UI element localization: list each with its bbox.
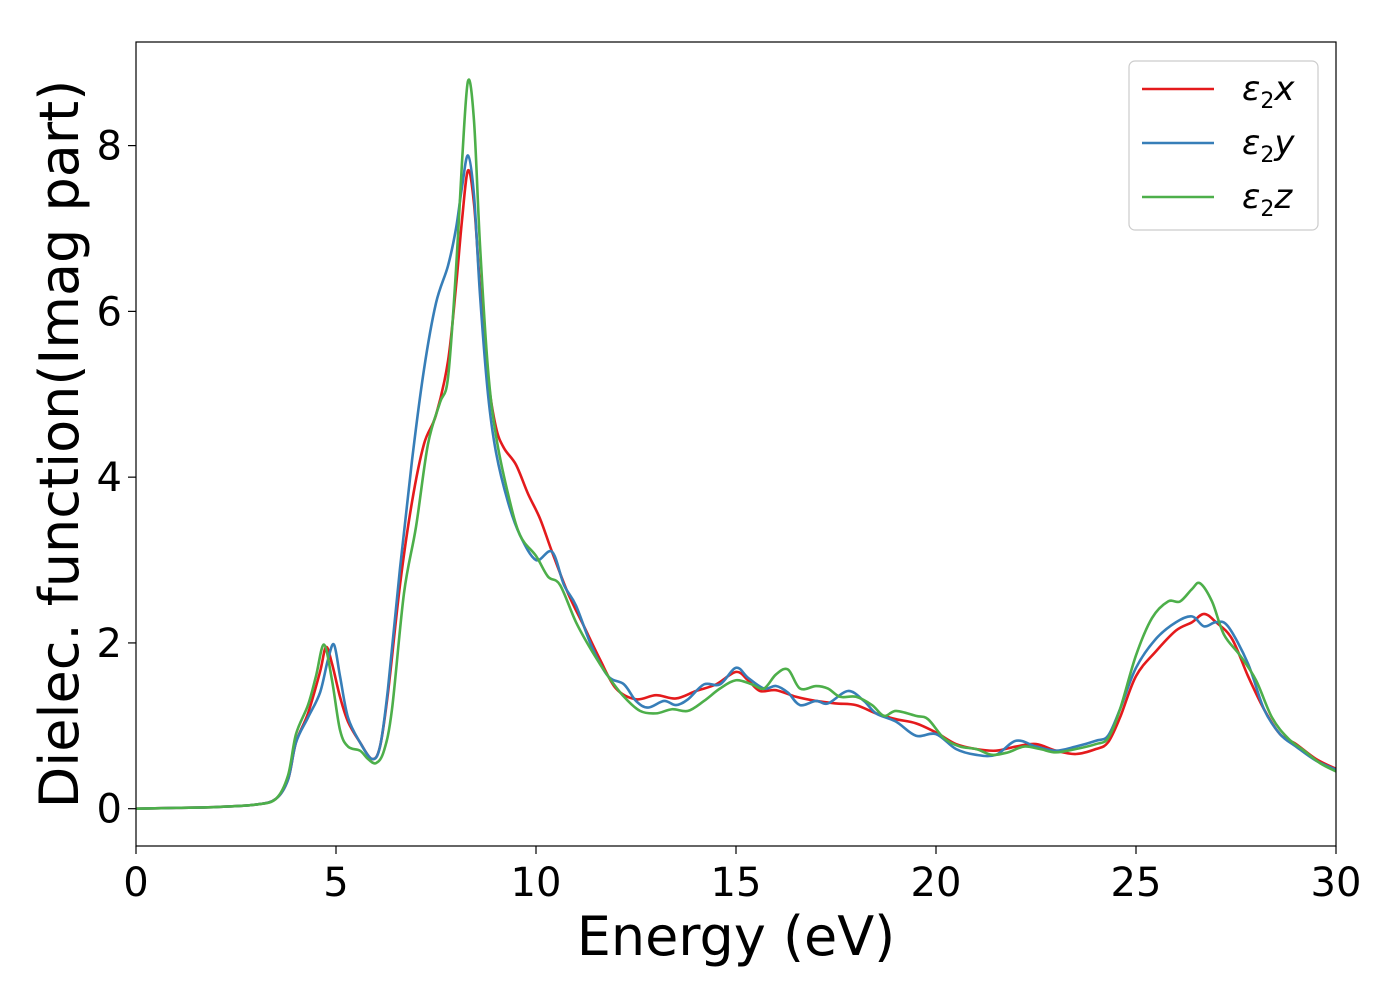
- x-axis: 0 5 10 15 20 25 30: [123, 846, 1361, 906]
- legend-label-z: ε2z: [1242, 177, 1293, 222]
- y-tick-label: 4: [97, 455, 122, 501]
- legend-label-x: ε2x: [1242, 69, 1295, 114]
- y-axis: 0 2 4 6 8: [97, 124, 136, 833]
- y-tick-label: 8: [97, 124, 122, 170]
- series-layer: [136, 78, 1336, 810]
- x-tick-label: 30: [1311, 860, 1362, 906]
- y-tick-label: 0: [97, 787, 122, 833]
- x-tick-label: 25: [1111, 860, 1162, 906]
- series-line-z: [136, 78, 1336, 810]
- y-tick-label: 2: [97, 621, 122, 667]
- x-tick-label: 5: [323, 860, 348, 906]
- x-axis-title: Energy (eV): [577, 905, 896, 968]
- x-tick-label: 15: [711, 860, 762, 906]
- y-tick-label: 6: [97, 289, 122, 335]
- legend-label-y: ε2y: [1242, 123, 1295, 168]
- x-tick-label: 0: [123, 860, 148, 906]
- y-axis-title: Dielec. function(Imag part): [28, 80, 91, 809]
- x-tick-label: 10: [511, 860, 562, 906]
- legend-box: [1128, 60, 1319, 231]
- legend: ε2x ε2y ε2z: [1128, 60, 1319, 231]
- x-tick-label: 20: [911, 860, 962, 906]
